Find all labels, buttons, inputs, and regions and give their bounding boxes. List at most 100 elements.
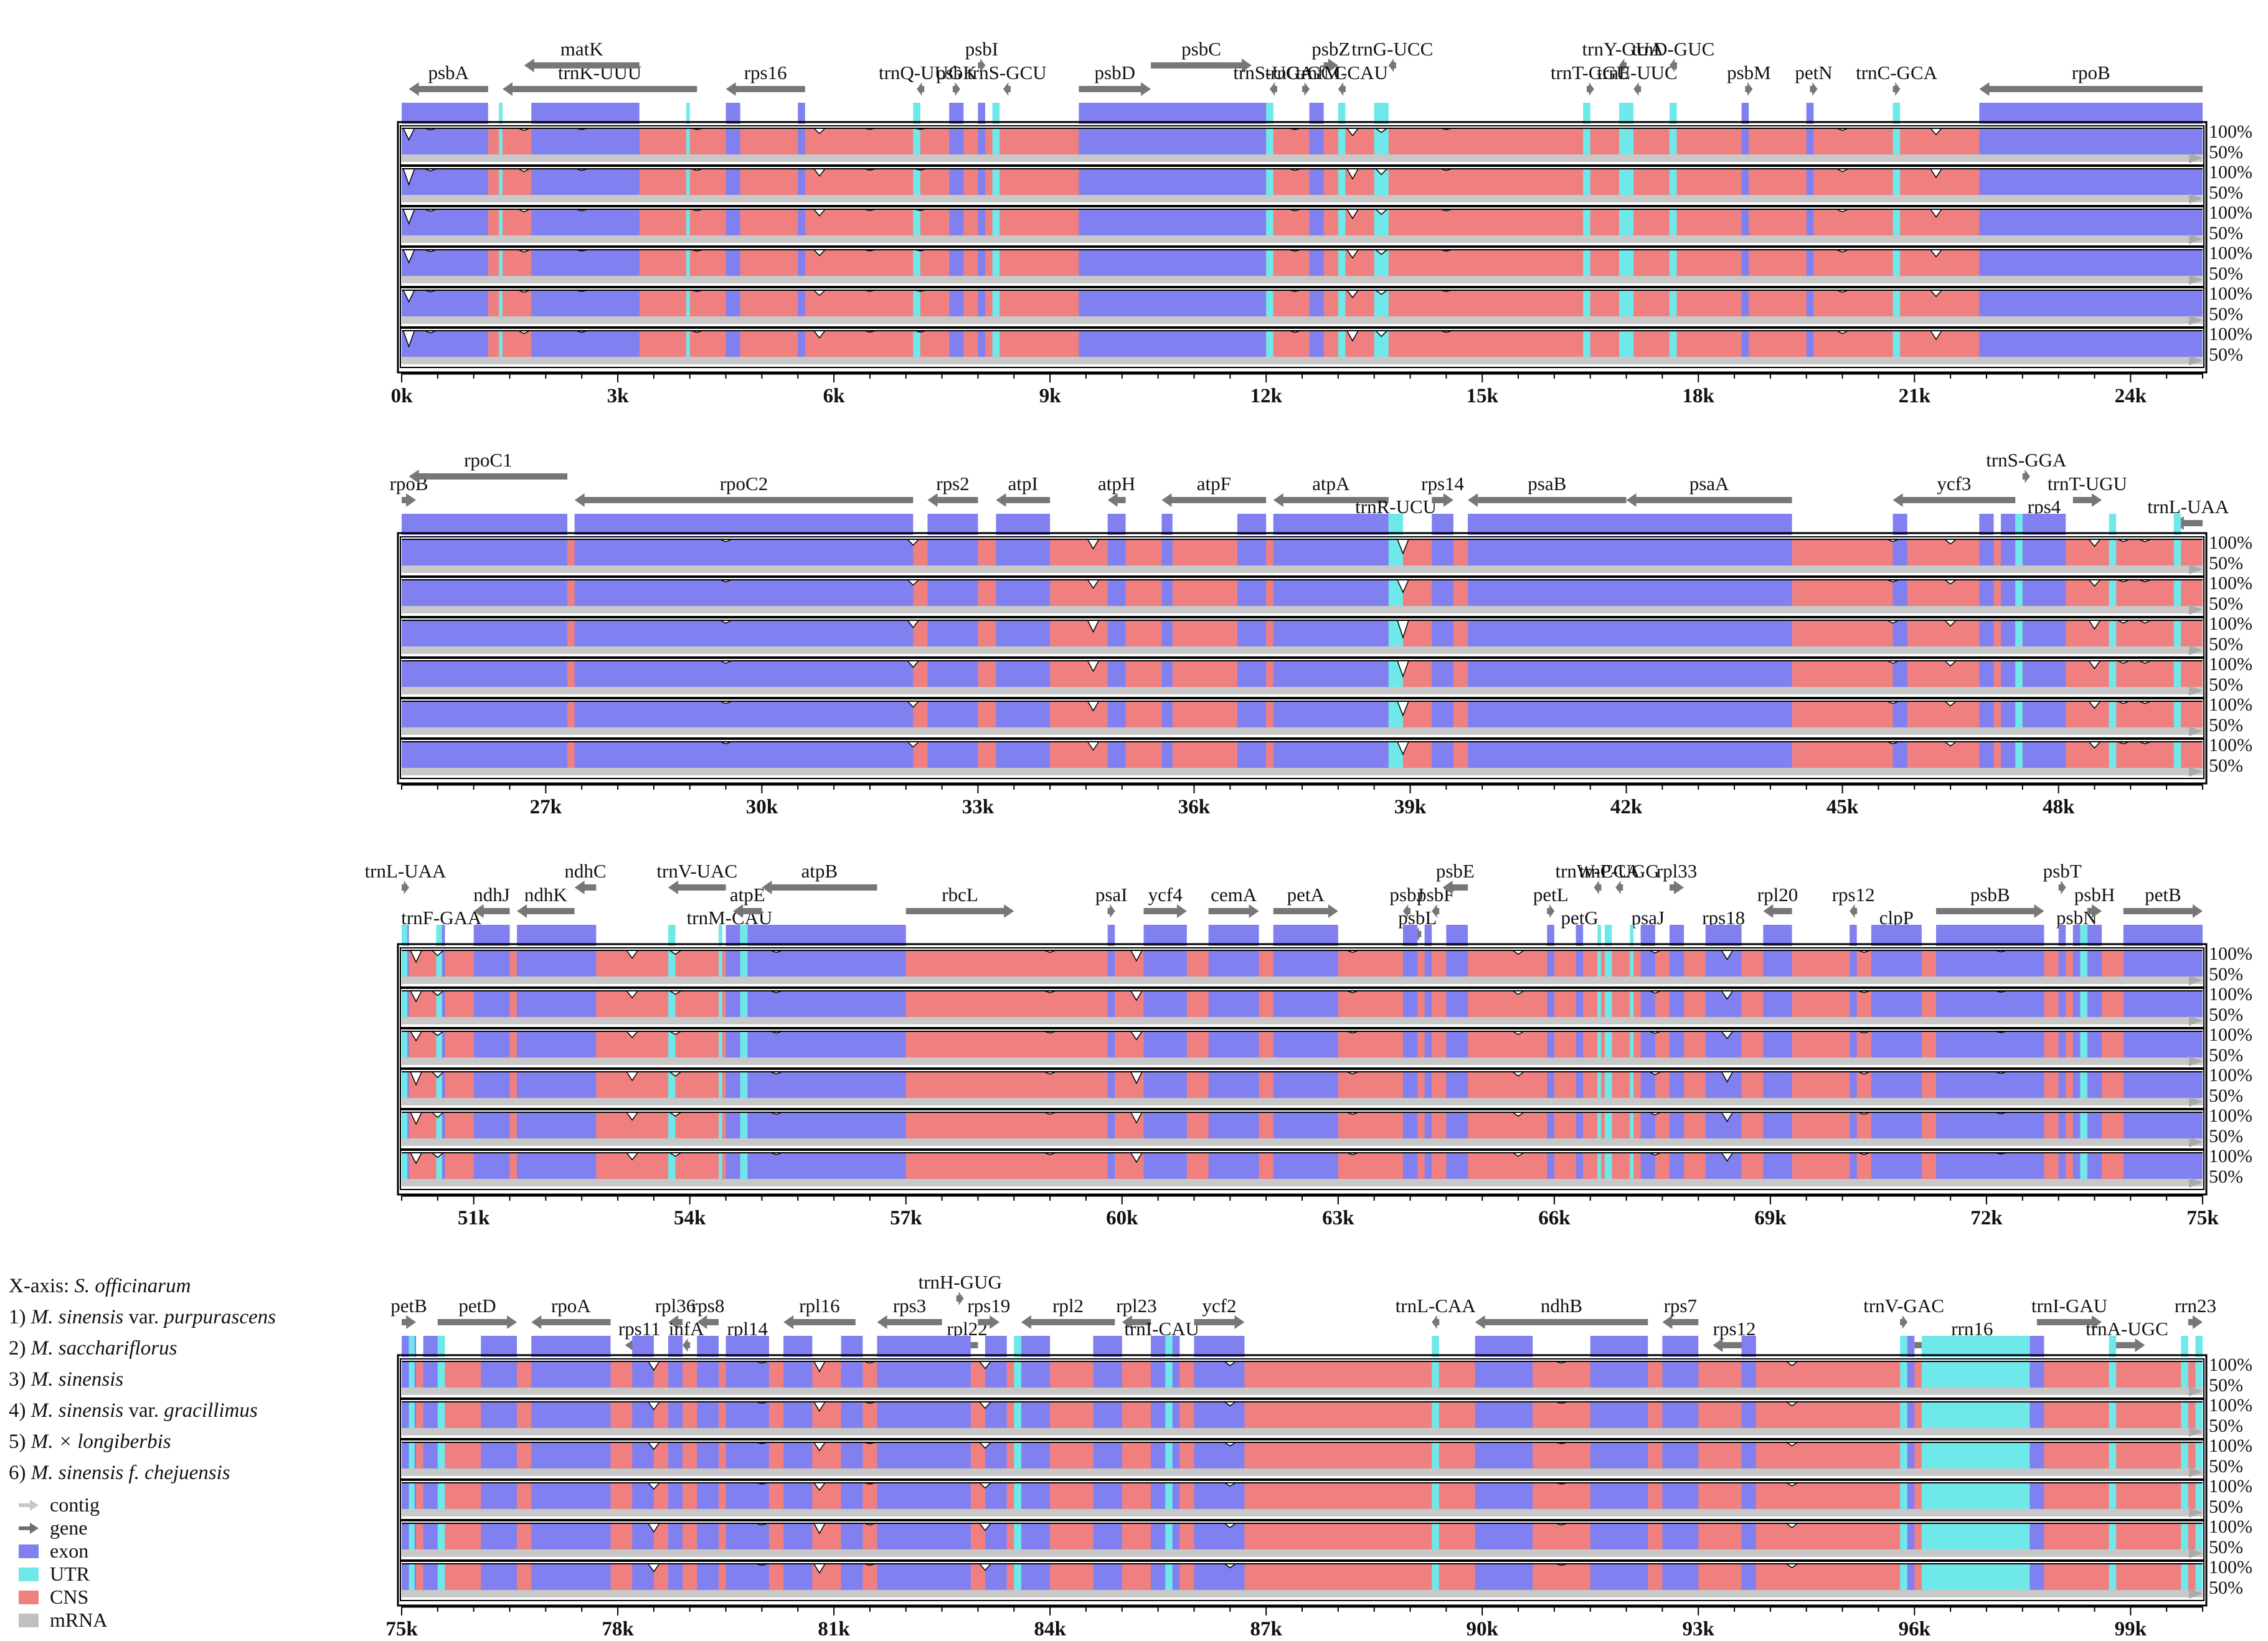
gene-label: trnH-GUG [919, 1271, 1002, 1293]
legend-gene: gene [9, 1516, 276, 1539]
gene-arrow [1414, 927, 1422, 941]
track-utr [2195, 1483, 2203, 1509]
gene-arrow [1475, 1315, 1648, 1329]
track-exon [1850, 950, 1857, 977]
track-utr [2109, 580, 2117, 606]
track-utr [1266, 331, 1273, 357]
gene-arrow [952, 82, 960, 96]
track-exon [783, 1483, 813, 1509]
contig-arrow [2189, 564, 2203, 574]
track-utr [1374, 290, 1389, 316]
gene-label: psbI [965, 38, 998, 60]
track-frame [400, 1561, 2204, 1601]
gene-label: rpoC1 [464, 449, 513, 471]
track-exon [2123, 991, 2203, 1017]
x-tick-label: 27k [530, 796, 562, 818]
gene-label: ycf2 [1202, 1295, 1236, 1317]
exon-block [1208, 925, 1259, 946]
track-utr [2015, 539, 2023, 565]
track-exon [481, 1564, 517, 1590]
track-exon [697, 1361, 719, 1388]
track-exon [1446, 1153, 1468, 1179]
gene-arrow [1338, 82, 1346, 96]
track-utr [740, 1072, 748, 1098]
track-exon [1424, 1153, 1432, 1179]
species-3: 3) M. sinensis [9, 1368, 124, 1391]
track-exon [1935, 950, 2044, 977]
track-utr [668, 991, 676, 1017]
pct-100-label: 100% [2209, 735, 2252, 755]
track-utr [499, 209, 503, 235]
panel-frame [397, 532, 2208, 785]
gene-arrow [725, 82, 805, 96]
track-exon [2072, 1072, 2081, 1098]
track-exon [1143, 991, 1187, 1017]
track-utr [1388, 580, 1403, 606]
gene-arrow [1892, 82, 1901, 96]
track-exon [2022, 701, 2066, 727]
track-utr [1921, 1402, 2030, 1428]
utr-block [2173, 514, 2181, 535]
track-utr [913, 250, 920, 276]
utr-block [1921, 1336, 2030, 1357]
track-exon [1547, 1072, 1554, 1098]
track-utr [686, 209, 690, 235]
track-utr [686, 290, 690, 316]
gene-label: psbM [1727, 62, 1771, 83]
track-utr [1618, 169, 1634, 195]
gene-label: psbJ [1389, 884, 1424, 906]
track-exon [725, 209, 740, 235]
track-exon [668, 1523, 683, 1549]
track-exon [747, 1031, 906, 1057]
track-exon [985, 1523, 1007, 1549]
gene-label: trnV-UAC [656, 860, 737, 882]
track-exon [841, 1564, 863, 1590]
x-tick-label: 57k [890, 1207, 922, 1229]
track-utr [1014, 1361, 1021, 1388]
track-utr [686, 331, 690, 357]
contig-arrow [2189, 1508, 2203, 1518]
exon-block [531, 103, 640, 124]
track-exon [1741, 290, 1749, 316]
track-exon [1662, 1564, 1699, 1590]
track-exon [725, 991, 740, 1017]
exon-block [1547, 925, 1554, 946]
exon-block [1763, 925, 1792, 946]
track-exon [1763, 1031, 1792, 1057]
track-exon [1935, 1153, 2044, 1179]
track-frame [400, 947, 2204, 988]
track-exon [1640, 1031, 1655, 1057]
utr-block [499, 103, 503, 124]
track-exon [697, 1564, 719, 1590]
pct-50-label: 50% [2209, 674, 2243, 695]
exon-block [725, 1336, 769, 1357]
track-exon [841, 1483, 863, 1509]
track-exon [1590, 1402, 1648, 1428]
x-tick-label: 81k [818, 1618, 850, 1640]
track-utr [1388, 539, 1403, 565]
contig-strip [402, 235, 2203, 243]
track-exon [1475, 1483, 1533, 1509]
legend-contig: contig [9, 1493, 276, 1516]
track-utr [992, 209, 1000, 235]
track-frame [400, 206, 2204, 247]
gene-arrow [1122, 1315, 1151, 1329]
track-utr [2015, 661, 2023, 687]
contig-strip [402, 727, 2203, 735]
track-exon [783, 1523, 813, 1549]
track-exon [668, 1402, 683, 1428]
track-exon [1662, 1483, 1699, 1509]
track-utr [740, 1153, 748, 1179]
pct-50-label: 50% [2209, 182, 2243, 203]
track-exon [1871, 1072, 1922, 1098]
track-exon [841, 1442, 863, 1468]
x-tick-label: 42k [1610, 796, 1643, 818]
track-utr [668, 1072, 676, 1098]
track-utr [1669, 290, 1677, 316]
track-exon [2001, 580, 2016, 606]
gene-arrow [1745, 82, 1753, 96]
track-utr [1014, 1402, 1021, 1428]
x-tick-label: 63k [1322, 1207, 1354, 1229]
gene-arrow [402, 493, 417, 507]
gene-arrow [1151, 59, 1252, 72]
